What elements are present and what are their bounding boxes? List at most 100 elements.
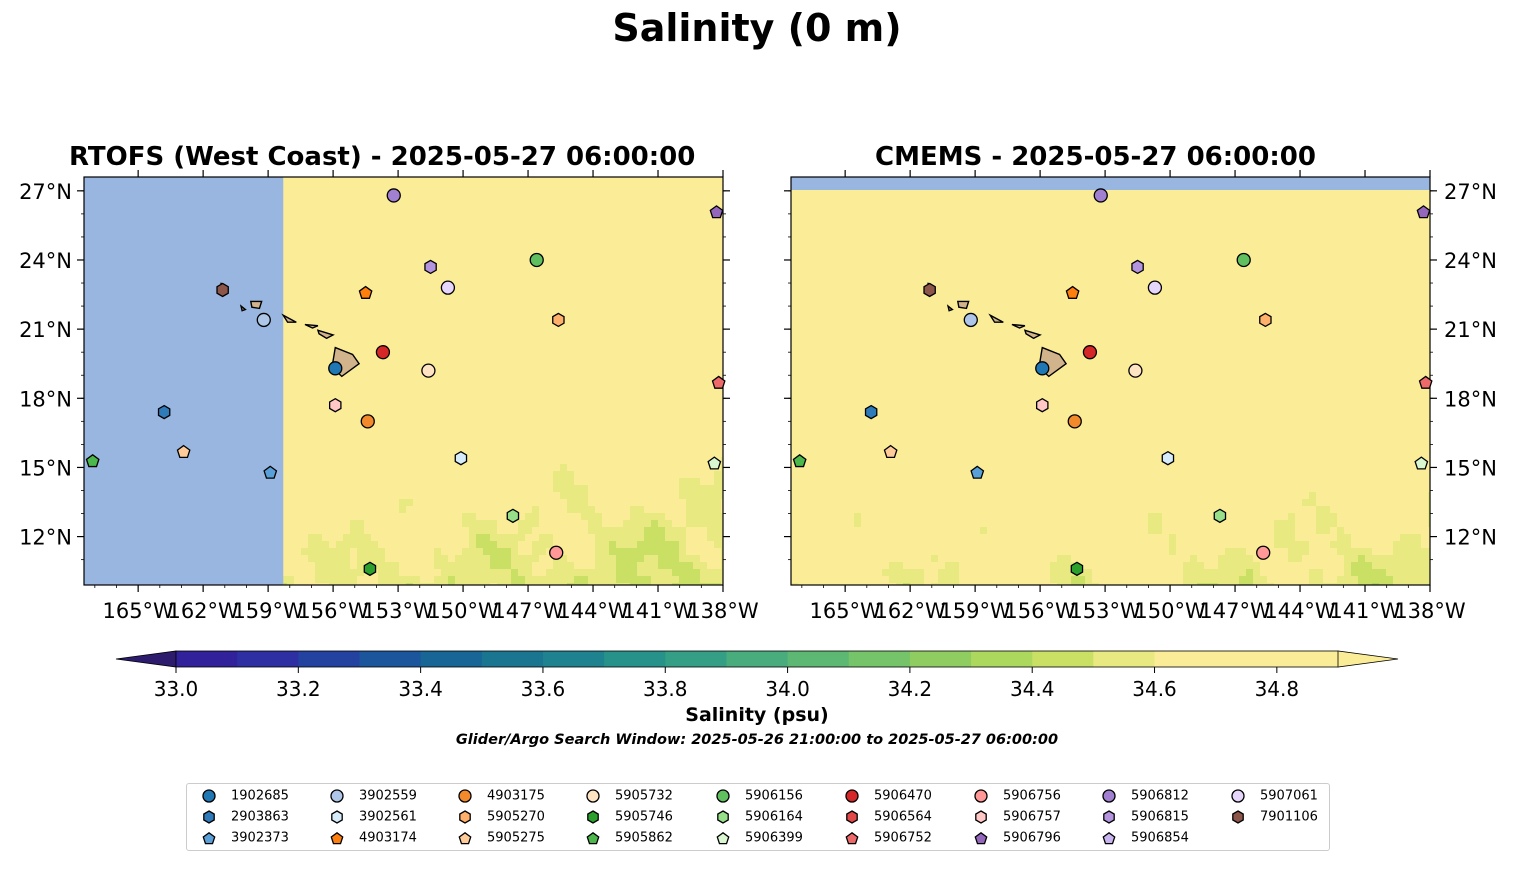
float-marker-5906757 bbox=[1035, 397, 1049, 413]
salinity-cell bbox=[469, 562, 476, 569]
salinity-cell bbox=[637, 520, 644, 527]
lat-tick-label: 21°N bbox=[19, 318, 72, 342]
legend-marker-3902561 bbox=[331, 810, 343, 824]
salinity-cell bbox=[315, 569, 322, 576]
salinity-cell bbox=[532, 520, 539, 527]
salinity-cell bbox=[581, 513, 588, 520]
salinity-cell bbox=[427, 583, 434, 585]
salinity-cell bbox=[630, 562, 637, 569]
salinity-cell bbox=[539, 583, 546, 585]
salinity-cell bbox=[595, 534, 602, 541]
legend-marker-icon bbox=[1232, 810, 1244, 824]
legend-label: 5906854 bbox=[1131, 830, 1189, 846]
salinity-cell bbox=[476, 569, 483, 576]
salinity-cell bbox=[1078, 576, 1085, 583]
salinity-cell bbox=[581, 569, 588, 576]
salinity-cell bbox=[1351, 548, 1358, 555]
salinity-cell bbox=[595, 520, 602, 527]
legend-marker-icon bbox=[716, 789, 730, 803]
salinity-cell bbox=[714, 569, 721, 576]
legend-marker-icon bbox=[1103, 810, 1115, 824]
legend-item-6906470: 5906470 bbox=[844, 788, 932, 804]
salinity-cell bbox=[707, 576, 714, 583]
island-3 bbox=[281, 313, 297, 323]
legend-item-2903863: 2903863 bbox=[201, 809, 289, 825]
salinity-cell bbox=[616, 562, 623, 569]
salinity-cell bbox=[679, 548, 686, 555]
salinity-cell bbox=[700, 492, 707, 499]
salinity-cell bbox=[455, 583, 462, 585]
salinity-cell bbox=[686, 499, 693, 506]
salinity-cell bbox=[686, 492, 693, 499]
salinity-cell bbox=[336, 562, 343, 569]
salinity-cell bbox=[469, 576, 476, 583]
legend-marker-5906812 bbox=[1102, 789, 1116, 803]
salinity-cell bbox=[623, 527, 630, 534]
salinity-cell bbox=[1246, 569, 1253, 576]
salinity-cell bbox=[609, 534, 616, 541]
salinity-cell bbox=[581, 492, 588, 499]
salinity-cell bbox=[721, 555, 723, 562]
salinity-cell bbox=[392, 562, 399, 569]
salinity-cell bbox=[560, 471, 567, 478]
salinity-cell bbox=[1358, 562, 1365, 569]
colorbar-tick-label: 34.8 bbox=[1255, 677, 1300, 701]
salinity-cell bbox=[350, 520, 357, 527]
salinity-cell bbox=[329, 569, 336, 576]
legend-item-5906854: 5906854 bbox=[1101, 830, 1189, 846]
salinity-cell bbox=[616, 569, 623, 576]
salinity-cell bbox=[343, 562, 350, 569]
salinity-cell bbox=[1190, 576, 1197, 583]
salinity-cell bbox=[525, 583, 532, 585]
salinity-cell bbox=[322, 576, 329, 583]
salinity-cell bbox=[1281, 520, 1288, 527]
salinity-cell bbox=[1253, 562, 1260, 569]
salinity-cell bbox=[581, 576, 588, 583]
legend-marker-5906756 bbox=[974, 789, 988, 803]
salinity-cell bbox=[651, 569, 658, 576]
lon-tick-label: 165°W bbox=[102, 599, 174, 623]
salinity-cell bbox=[938, 576, 945, 583]
salinity-cell bbox=[483, 520, 490, 527]
salinity-cell bbox=[378, 569, 385, 576]
salinity-cell bbox=[854, 520, 861, 527]
salinity-cell bbox=[931, 583, 938, 585]
salinity-cell bbox=[546, 541, 553, 548]
colorbar-tick-label: 34.4 bbox=[1010, 677, 1055, 701]
salinity-cell bbox=[637, 534, 644, 541]
float-marker-5906156 bbox=[1236, 252, 1251, 268]
salinity-cell bbox=[434, 548, 441, 555]
search-window-text: Glider/Argo Search Window: 2025-05-26 21… bbox=[455, 732, 1059, 748]
salinity-cell bbox=[1253, 576, 1260, 583]
salinity-cell bbox=[1239, 583, 1246, 585]
salinity-cell bbox=[644, 583, 651, 585]
salinity-cell bbox=[357, 527, 364, 534]
salinity-cell bbox=[1309, 569, 1316, 576]
salinity-cell bbox=[679, 576, 686, 583]
salinity-cell bbox=[1365, 555, 1372, 562]
salinity-cell bbox=[322, 562, 329, 569]
legend-label: 5906564 bbox=[874, 809, 932, 825]
salinity-cell bbox=[686, 506, 693, 513]
salinity-cell bbox=[357, 548, 364, 555]
salinity-cell bbox=[497, 569, 504, 576]
salinity-cell bbox=[1253, 583, 1260, 585]
salinity-cell bbox=[602, 583, 609, 585]
salinity-cell bbox=[1358, 569, 1365, 576]
legend-label: 5905862 bbox=[615, 830, 673, 846]
salinity-cell bbox=[721, 569, 723, 576]
salinity-cell bbox=[581, 499, 588, 506]
salinity-cell bbox=[1288, 520, 1295, 527]
salinity-cell bbox=[371, 555, 378, 562]
salinity-cell bbox=[952, 583, 959, 585]
salinity-cell bbox=[679, 583, 686, 585]
salinity-cell bbox=[658, 534, 665, 541]
float-marker-5906796 bbox=[1416, 205, 1431, 219]
legend-label: 1902685 bbox=[231, 788, 289, 804]
salinity-cell bbox=[1190, 583, 1197, 585]
float-marker-1902685 bbox=[1035, 361, 1050, 376]
salinity-cell bbox=[581, 506, 588, 513]
float-marker-6906470 bbox=[1082, 345, 1098, 360]
salinity-cell bbox=[574, 492, 581, 499]
salinity-cell bbox=[476, 527, 483, 534]
